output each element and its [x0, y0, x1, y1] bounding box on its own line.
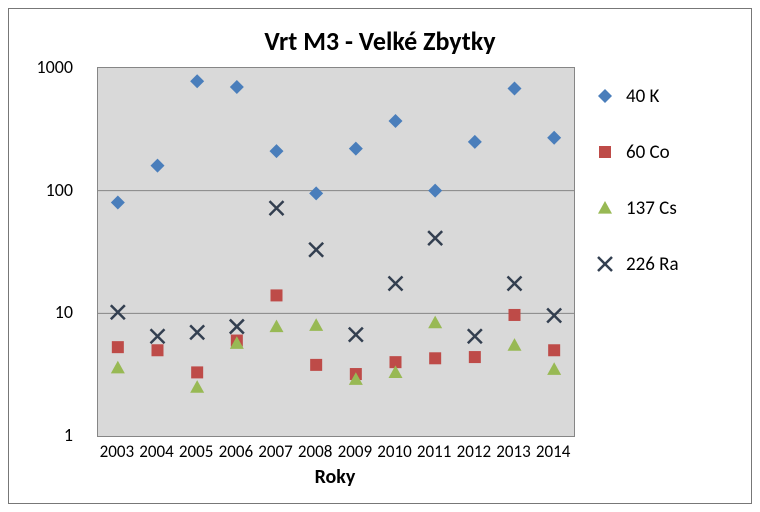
x-tick: 2007 — [256, 441, 296, 462]
triangle-icon — [594, 198, 616, 218]
y-tick: 100 — [13, 179, 73, 201]
x-tick: 2006 — [216, 441, 256, 462]
x-tick: 2004 — [137, 441, 177, 462]
legend-item-40k: 40 K — [594, 84, 679, 108]
diamond-icon — [594, 86, 616, 106]
x-tick: 2005 — [176, 441, 216, 462]
x-tick: 2011 — [414, 441, 454, 462]
legend-item-60co: 60 Co — [594, 140, 679, 164]
legend-item-226ra: 226 Ra — [594, 252, 679, 276]
chart-title: Vrt M3 - Velké Zbytky — [9, 25, 751, 57]
chart-container: Vrt M3 - Velké Zbytky Objemová aktivita … — [0, 0, 760, 512]
y-tick: 1 — [13, 424, 73, 446]
square-icon — [594, 142, 616, 162]
legend: 40 K 60 Co 137 Cs 226 Ra — [594, 84, 679, 308]
legend-label: 226 Ra — [626, 253, 679, 276]
y-tick: 10 — [13, 301, 73, 323]
legend-label: 60 Co — [626, 141, 670, 164]
x-tick: 2012 — [454, 441, 494, 462]
x-tick: 2003 — [97, 441, 137, 462]
x-tick: 2013 — [494, 441, 534, 462]
x-tick: 2014 — [533, 441, 573, 462]
chart-outer: Vrt M3 - Velké Zbytky Objemová aktivita … — [8, 8, 752, 504]
x-tick: 2009 — [335, 441, 375, 462]
legend-label: 40 K — [626, 85, 659, 108]
plot-svg — [98, 68, 574, 436]
plot-area — [97, 67, 575, 437]
x-tick: 2010 — [375, 441, 415, 462]
y-tick: 1000 — [13, 56, 73, 78]
x-icon — [594, 254, 616, 274]
x-tick: 2008 — [295, 441, 335, 462]
legend-label: 137 Cs — [626, 197, 677, 220]
legend-item-137cs: 137 Cs — [594, 196, 679, 220]
x-axis-label: Roky — [97, 465, 573, 489]
